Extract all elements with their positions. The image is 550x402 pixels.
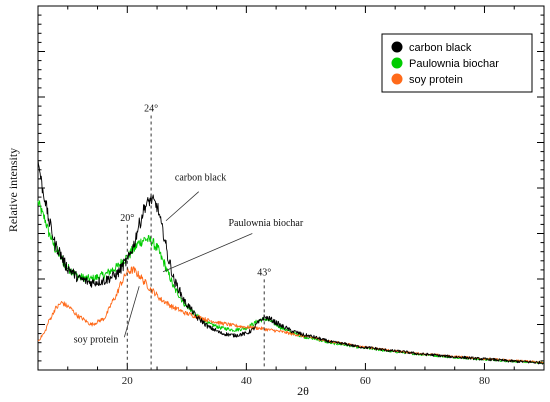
- annotation-layer: carbon black Paulownia biochar soy protein: [74, 173, 304, 346]
- x-tick-label: 40: [241, 375, 253, 387]
- peak-label: 24°: [144, 104, 158, 115]
- legend-marker-carbon-black: [391, 41, 403, 53]
- x-tick-label: 60: [360, 375, 372, 387]
- series-line-soy-protein: [37, 266, 544, 364]
- x-axis-ticks: 20 40 60 80: [37, 6, 545, 387]
- x-tick-label: 20: [122, 375, 134, 387]
- legend-label-paulownia-biochar: Paulownia biochar: [409, 58, 499, 70]
- legend-label-soy-protein: soy protein: [409, 74, 463, 86]
- peak-label: 43°: [257, 267, 271, 278]
- x-axis-title: 2θ: [297, 384, 309, 398]
- annotation-leader-carbon-black: [165, 191, 199, 222]
- legend-marker-paulownia-biochar: [391, 57, 403, 69]
- peak-markers: 24° 20° 43°: [120, 104, 271, 370]
- annotation-paulownia-biochar: Paulownia biochar: [228, 218, 303, 229]
- y-axis-ticks: [38, 5, 544, 371]
- series-layer: [37, 159, 545, 365]
- annotation-soy-protein: soy protein: [74, 335, 119, 346]
- legend-marker-soy-protein: [391, 73, 403, 85]
- y-axis-title: Relative intensity: [6, 148, 20, 232]
- legend-box: [381, 33, 533, 93]
- peak-label: 20°: [120, 213, 134, 224]
- annotation-leader-paulownia-biochar: [162, 233, 253, 273]
- legend: carbon black Paulownia biochar soy prote…: [381, 33, 533, 93]
- x-tick-label: 80: [479, 375, 491, 387]
- annotation-leader-soy-protein: [123, 286, 140, 338]
- legend-label-carbon-black: carbon black: [409, 42, 472, 54]
- series-line-carbon-black: [37, 159, 545, 365]
- annotation-carbon-black: carbon black: [175, 173, 226, 184]
